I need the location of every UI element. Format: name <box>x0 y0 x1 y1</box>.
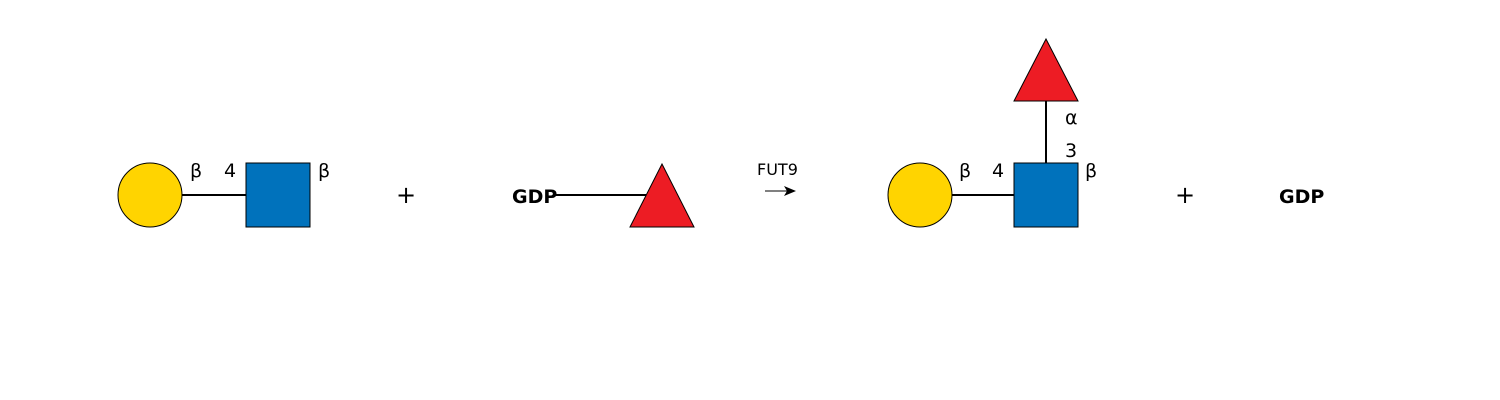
enzyme-label: FUT9 <box>757 160 798 179</box>
fucose-triangle-icon <box>629 162 695 228</box>
galactose-circle-icon <box>117 162 183 228</box>
gal-position-label: 4 <box>992 160 1004 182</box>
donor-gdp-fucose: GDP <box>512 162 695 228</box>
substrate-1: β 4 β <box>117 160 330 228</box>
reaction-arrow: FUT9 <box>757 160 798 196</box>
plus-sign: + <box>396 181 416 209</box>
arrow-head-icon <box>784 186 796 196</box>
gal-position-label: 4 <box>224 160 236 182</box>
product: β 4 β α 3 <box>887 37 1097 228</box>
galactose-circle-icon <box>887 162 953 228</box>
reducing-anomer-label: β <box>1085 160 1097 182</box>
gal-anomer-label: β <box>959 160 971 182</box>
glcnac-square-icon <box>245 162 311 228</box>
glcnac-square-icon <box>1013 162 1079 228</box>
gdp-byproduct-label: GDP <box>1279 186 1324 208</box>
fuc-anomer-label: α <box>1065 107 1078 129</box>
gdp-label: GDP <box>512 186 557 208</box>
plus-sign: + <box>1175 181 1195 209</box>
fuc-position-label: 3 <box>1065 140 1077 162</box>
gal-anomer-label: β <box>190 160 202 182</box>
fucose-triangle-icon <box>1013 37 1079 102</box>
reducing-anomer-label: β <box>318 160 330 182</box>
